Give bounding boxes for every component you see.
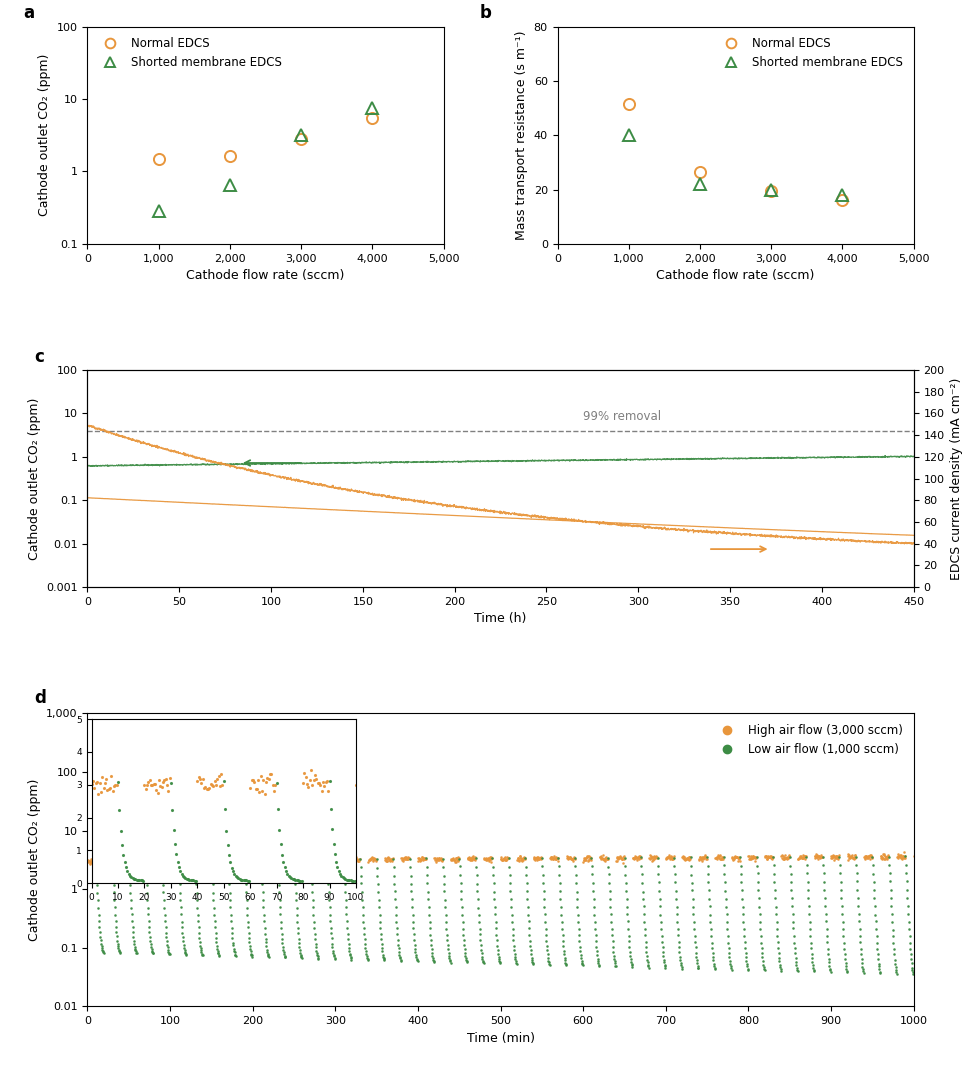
X-axis label: Cathode flow rate (sccm): Cathode flow rate (sccm) bbox=[656, 269, 815, 282]
Text: 99% removal: 99% removal bbox=[583, 410, 661, 423]
Text: c: c bbox=[34, 347, 44, 365]
Legend: Normal EDCS, Shorted membrane EDCS: Normal EDCS, Shorted membrane EDCS bbox=[93, 33, 287, 73]
Y-axis label: Cathode outlet CO₂ (ppm): Cathode outlet CO₂ (ppm) bbox=[38, 54, 52, 216]
Y-axis label: Cathode outlet CO₂ (ppm): Cathode outlet CO₂ (ppm) bbox=[27, 397, 41, 560]
Text: b: b bbox=[479, 4, 491, 22]
Legend: Normal EDCS, Shorted membrane EDCS: Normal EDCS, Shorted membrane EDCS bbox=[714, 33, 908, 73]
Y-axis label: Mass transport resistance (s m⁻¹): Mass transport resistance (s m⁻¹) bbox=[515, 31, 528, 240]
Legend: High air flow (3,000 sccm), Low air flow (1,000 sccm): High air flow (3,000 sccm), Low air flow… bbox=[711, 719, 908, 760]
Text: a: a bbox=[23, 4, 34, 22]
X-axis label: Cathode flow rate (sccm): Cathode flow rate (sccm) bbox=[187, 269, 345, 282]
Y-axis label: Cathode outlet CO₂ (ppm): Cathode outlet CO₂ (ppm) bbox=[28, 779, 41, 941]
X-axis label: Time (min): Time (min) bbox=[467, 1032, 535, 1045]
Y-axis label: EDCS current density (mA cm⁻²): EDCS current density (mA cm⁻²) bbox=[950, 377, 963, 579]
Text: d: d bbox=[34, 689, 46, 707]
X-axis label: Time (h): Time (h) bbox=[474, 612, 527, 625]
